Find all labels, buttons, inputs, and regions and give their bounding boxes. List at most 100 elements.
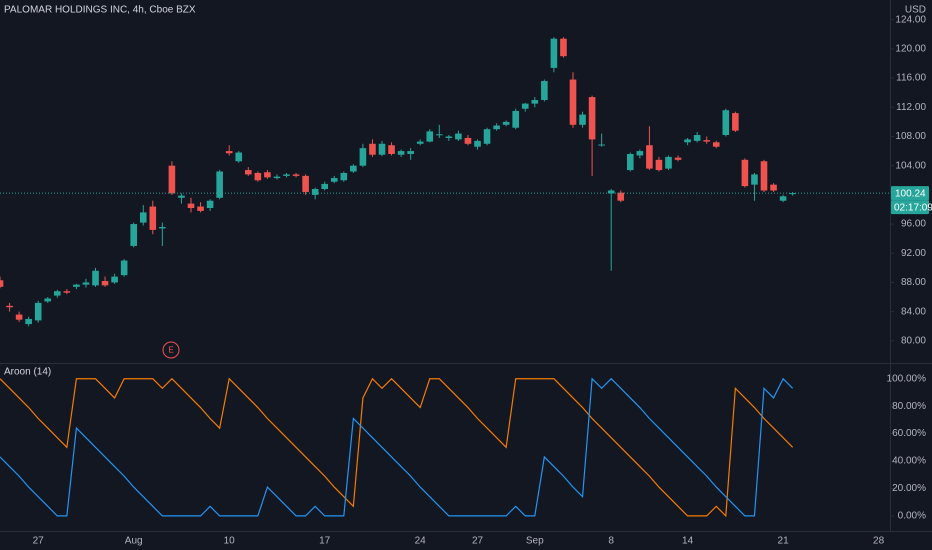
candle-body — [531, 99, 539, 104]
candle-body — [311, 189, 319, 195]
candle-body — [73, 284, 80, 287]
candle-body — [63, 291, 71, 293]
candle-body — [541, 81, 548, 100]
y-tick-label: 60.00% — [892, 428, 926, 439]
candle-body — [502, 121, 510, 125]
candle-body — [684, 139, 691, 143]
candle-body — [569, 79, 577, 125]
candle-body — [655, 159, 663, 171]
candle-body — [617, 192, 625, 201]
candle-body — [579, 114, 586, 125]
candle-body — [54, 291, 61, 296]
candle-body — [627, 153, 634, 171]
y-tick-label: 88.00 — [901, 277, 926, 288]
candle-body — [770, 184, 777, 191]
candle-body — [455, 133, 462, 140]
candle-body — [550, 38, 558, 68]
x-tick-label: 17 — [319, 536, 331, 547]
candle-body — [674, 157, 682, 160]
earnings-icon[interactable] — [162, 341, 180, 359]
candle-body — [149, 206, 157, 230]
y-tick-label: 120.00 — [895, 44, 926, 55]
x-tick-label: 8 — [608, 536, 614, 547]
candle-body — [350, 165, 357, 172]
candle-body — [397, 151, 405, 155]
candle-body — [283, 174, 290, 176]
candle-body — [6, 305, 13, 308]
countdown-label: 02:17:09 — [894, 202, 932, 213]
candle-body — [693, 135, 701, 141]
candle-body — [34, 302, 42, 321]
x-tick-label: 24 — [415, 536, 427, 547]
y-tick-label: 100.00% — [887, 373, 927, 384]
candle-body — [139, 212, 147, 223]
y-tick-label: 112.00 — [896, 102, 926, 113]
candle-body — [273, 176, 281, 179]
x-tick-label: 27 — [472, 536, 484, 547]
y-tick-label: 20.00% — [892, 483, 926, 494]
earnings-marker[interactable]: E — [168, 346, 173, 355]
candle-body — [464, 137, 472, 144]
candle-body — [206, 200, 214, 209]
candle-body — [120, 260, 128, 276]
candle-body — [82, 282, 90, 285]
last-price-label: 100.24 — [895, 188, 926, 199]
candle-body — [732, 113, 739, 131]
x-tick-label: 27 — [33, 536, 45, 547]
candle-body — [378, 143, 386, 155]
candle-body — [197, 206, 204, 211]
y-tick-label: 80.00 — [901, 335, 926, 346]
x-tick-label: 21 — [778, 536, 790, 547]
countdown-box — [891, 200, 929, 215]
candle-body — [607, 190, 615, 194]
candle-body — [521, 103, 529, 109]
candle-body — [636, 151, 644, 156]
y-tick-label: 0.00% — [898, 511, 926, 522]
candle-body — [560, 38, 567, 57]
x-tick-label: Sep — [526, 536, 544, 547]
candle-body — [588, 97, 596, 140]
y-tick-label: 92.00 — [901, 248, 926, 259]
candle-body — [426, 131, 434, 142]
candle-body — [493, 125, 500, 130]
currency: USD — [905, 5, 926, 16]
candle-body — [722, 110, 730, 136]
candle-body — [235, 152, 243, 162]
candle-body — [245, 170, 252, 175]
candle-body — [254, 172, 262, 181]
y-tick-label: 116.00 — [896, 73, 926, 84]
candle-body — [416, 141, 424, 144]
candle-body — [168, 165, 176, 194]
aroon-line — [0, 377, 794, 517]
candle-body — [741, 159, 749, 187]
chart-title: PALOMAR HOLDINGS INC, 4h, Cboe BZX — [4, 5, 196, 16]
y-tick-label: 40.00% — [892, 456, 926, 467]
candle-body — [445, 136, 453, 138]
candle-body — [703, 140, 710, 142]
y-tick-label: 104.00 — [895, 160, 926, 171]
x-tick-label: 10 — [224, 536, 236, 547]
candle-body — [92, 270, 99, 286]
candle-body — [321, 183, 328, 190]
candle-body — [340, 172, 348, 181]
candle-body — [789, 193, 796, 195]
x-tick-label: 28 — [873, 536, 885, 547]
y-tick-label: 84.00 — [901, 306, 926, 317]
candle-body — [15, 314, 23, 320]
candle-body — [760, 161, 768, 191]
candle-body — [111, 276, 118, 283]
candle-body — [407, 151, 414, 154]
candle-body — [779, 196, 787, 201]
indicator-title: Aroon (14) — [4, 367, 51, 378]
candle-body — [483, 129, 491, 144]
candle-body — [130, 224, 137, 246]
candle-body — [225, 151, 233, 154]
candle-body — [302, 175, 309, 192]
candle-body — [512, 110, 519, 128]
candle-body — [359, 148, 367, 166]
candle-body — [25, 318, 32, 325]
x-tick-label: 14 — [682, 536, 694, 547]
y-tick-label: 108.00 — [895, 131, 926, 142]
y-tick-label: 124.00 — [895, 14, 926, 25]
candle-body — [159, 226, 166, 229]
